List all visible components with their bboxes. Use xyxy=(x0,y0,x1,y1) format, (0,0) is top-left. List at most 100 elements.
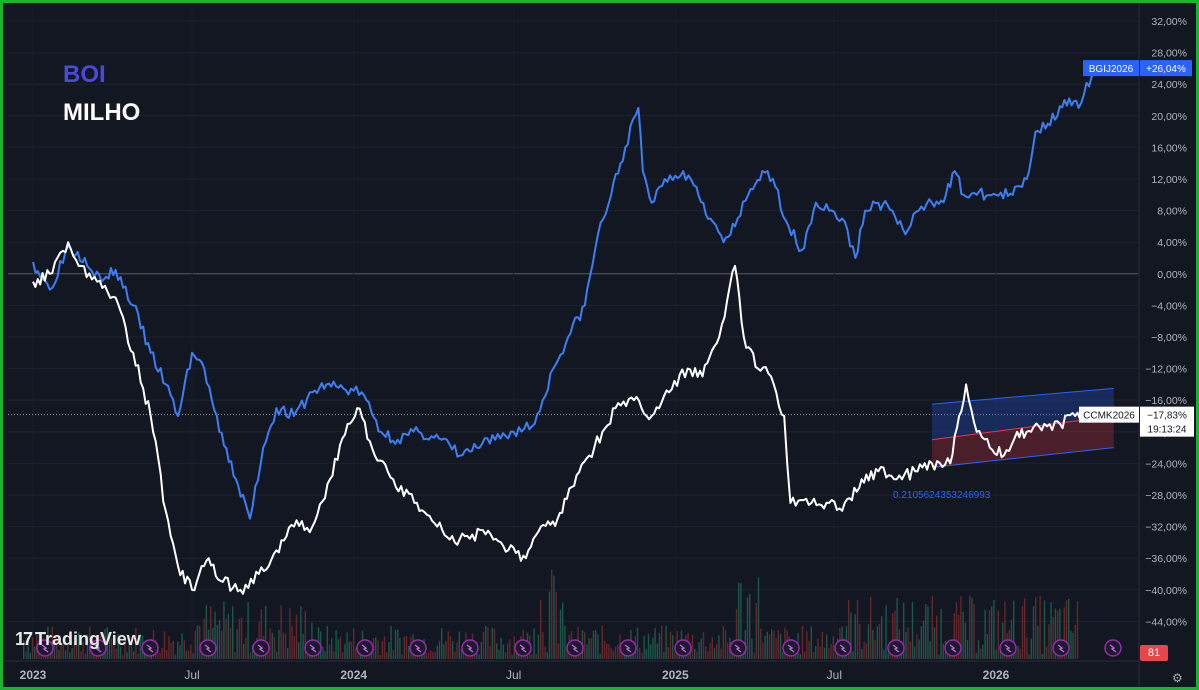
regression-channel[interactable]: 0.2105624353246993 xyxy=(893,387,1114,501)
volume-bar xyxy=(1074,624,1076,659)
volume-bar xyxy=(801,625,804,659)
lightning-icon[interactable] xyxy=(944,639,962,657)
volume-bar xyxy=(881,616,883,659)
volume-bar xyxy=(394,629,397,659)
volume-bar xyxy=(694,648,696,659)
event-marker-glyph xyxy=(892,644,900,653)
event-marker-glyph xyxy=(949,644,957,653)
volume-bar xyxy=(907,627,909,659)
volume-bar xyxy=(892,613,894,659)
volume-bar xyxy=(456,642,458,659)
volume-bar xyxy=(445,641,447,659)
grid xyxy=(3,3,1140,687)
volume-bar xyxy=(650,644,652,659)
volume-bar xyxy=(1017,645,1019,659)
event-markers[interactable] xyxy=(36,639,1122,657)
lightning-icon[interactable] xyxy=(619,639,637,657)
volume-bar xyxy=(344,643,346,659)
lightning-icon[interactable] xyxy=(1052,639,1070,657)
volume-bar xyxy=(603,640,606,659)
volume-bar xyxy=(135,628,137,659)
volume-bar xyxy=(64,650,67,659)
volume-bar xyxy=(709,643,711,659)
volume-bar xyxy=(34,646,36,659)
volume-bar xyxy=(82,641,84,659)
volume-bar xyxy=(192,653,194,659)
volume-bar xyxy=(333,651,335,659)
volume-bar xyxy=(608,644,610,659)
volume-bar xyxy=(339,636,342,659)
chart-canvas[interactable]: 0.2105624353246993 32,00% 28,00% 24,00% 20,… xyxy=(3,3,1196,687)
volume-bar xyxy=(355,647,357,659)
volume-bar xyxy=(432,651,434,659)
volume-histogram xyxy=(23,569,1079,659)
volume-bar xyxy=(753,652,755,659)
lightning-icon[interactable] xyxy=(409,639,427,657)
volume-bar xyxy=(782,652,784,659)
lightning-icon[interactable] xyxy=(1104,639,1122,657)
volume-bar xyxy=(80,650,82,659)
event-marker-glyph xyxy=(414,644,422,653)
lightning-icon[interactable] xyxy=(514,639,532,657)
volume-bar xyxy=(674,652,676,659)
volume-bar xyxy=(482,632,485,659)
volume-bar xyxy=(852,651,854,659)
volume-bar xyxy=(867,624,870,659)
volume-bar xyxy=(546,652,548,659)
volume-bar xyxy=(764,635,766,659)
lightning-icon[interactable] xyxy=(36,639,54,657)
volume-bar xyxy=(1052,617,1054,659)
volume-bar xyxy=(480,642,482,659)
gear-icon[interactable]: ⚙ xyxy=(1172,671,1183,685)
volume-bar xyxy=(454,651,456,659)
volume-bar xyxy=(1046,646,1048,659)
lightning-icon[interactable] xyxy=(199,639,217,657)
lightning-icon[interactable] xyxy=(461,639,479,657)
volume-bar xyxy=(324,651,326,659)
volume-bar xyxy=(1065,600,1068,659)
y-tick-label: 8,00% xyxy=(1157,206,1187,218)
volume-bar xyxy=(815,646,817,659)
volume-bar xyxy=(441,628,443,659)
volume-bar xyxy=(500,637,502,659)
volume-bar xyxy=(221,630,223,659)
lightning-icon[interactable] xyxy=(674,639,692,657)
volume-bar xyxy=(265,605,267,659)
event-marker-glyph xyxy=(146,644,154,653)
lightning-icon[interactable] xyxy=(729,639,747,657)
y-axis[interactable]: 32,00% 28,00% 24,00% 20,00% 16,00% 12,00% 8,00… xyxy=(1145,16,1187,628)
lightning-icon[interactable] xyxy=(887,639,905,657)
volume-bar xyxy=(507,643,509,659)
lightning-icon[interactable] xyxy=(304,639,322,657)
volume-bar xyxy=(214,611,216,659)
lightning-icon[interactable] xyxy=(356,639,374,657)
tradingview-logo[interactable]: 17 TradingView xyxy=(15,629,141,650)
volume-bar xyxy=(617,644,619,659)
volume-bar xyxy=(1010,620,1013,659)
volume-bar xyxy=(357,653,359,659)
volume-bar xyxy=(282,632,284,659)
x-axis[interactable]: 2023 Jul 2024 Jul 2025 Jul 2026 xyxy=(20,668,1010,682)
lightning-icon[interactable] xyxy=(89,639,107,657)
lightning-icon[interactable] xyxy=(141,639,159,657)
volume-bar xyxy=(848,600,850,659)
volume-bar xyxy=(1037,625,1039,659)
volume-bar xyxy=(647,633,650,659)
volume-bar xyxy=(975,653,977,659)
volume-bar xyxy=(489,645,491,659)
volume-bar xyxy=(590,638,592,659)
ccm-name-label: CCMK2026 xyxy=(1083,411,1135,422)
volume-bar xyxy=(1024,598,1026,659)
channel-upper-line xyxy=(931,387,1114,405)
lightning-icon[interactable] xyxy=(782,639,800,657)
lightning-icon[interactable] xyxy=(999,639,1017,657)
volume-bar xyxy=(113,645,115,659)
lightning-icon[interactable] xyxy=(566,639,584,657)
volume-bar xyxy=(117,634,119,659)
lightning-icon[interactable] xyxy=(252,639,270,657)
volume-bar xyxy=(727,642,729,659)
volume-bar xyxy=(722,625,724,659)
volume-bar xyxy=(982,644,984,659)
volume-bar xyxy=(491,627,493,659)
lightning-icon[interactable] xyxy=(834,639,852,657)
